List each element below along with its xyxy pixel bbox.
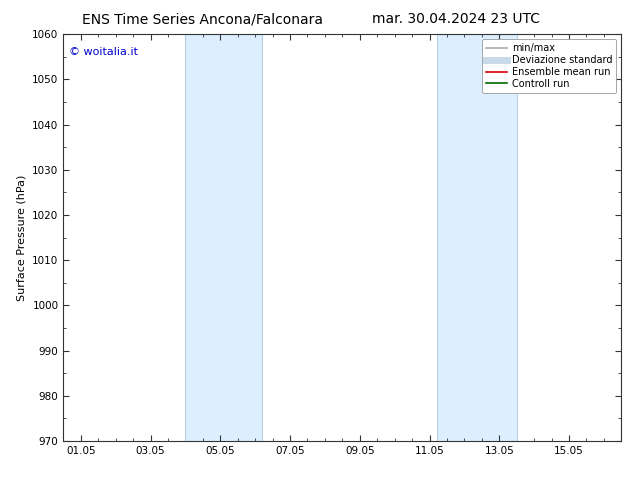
Bar: [436, 34, 517, 441]
Text: mar. 30.04.2024 23 UTC: mar. 30.04.2024 23 UTC: [373, 12, 540, 26]
Legend: min/max, Deviazione standard, Ensemble mean run, Controll run: min/max, Deviazione standard, Ensemble m…: [482, 39, 616, 93]
Text: ENS Time Series Ancona/Falconara: ENS Time Series Ancona/Falconara: [82, 12, 323, 26]
Text: © woitalia.it: © woitalia.it: [69, 47, 138, 56]
Y-axis label: Surface Pressure (hPa): Surface Pressure (hPa): [16, 174, 27, 301]
Bar: [185, 34, 262, 441]
